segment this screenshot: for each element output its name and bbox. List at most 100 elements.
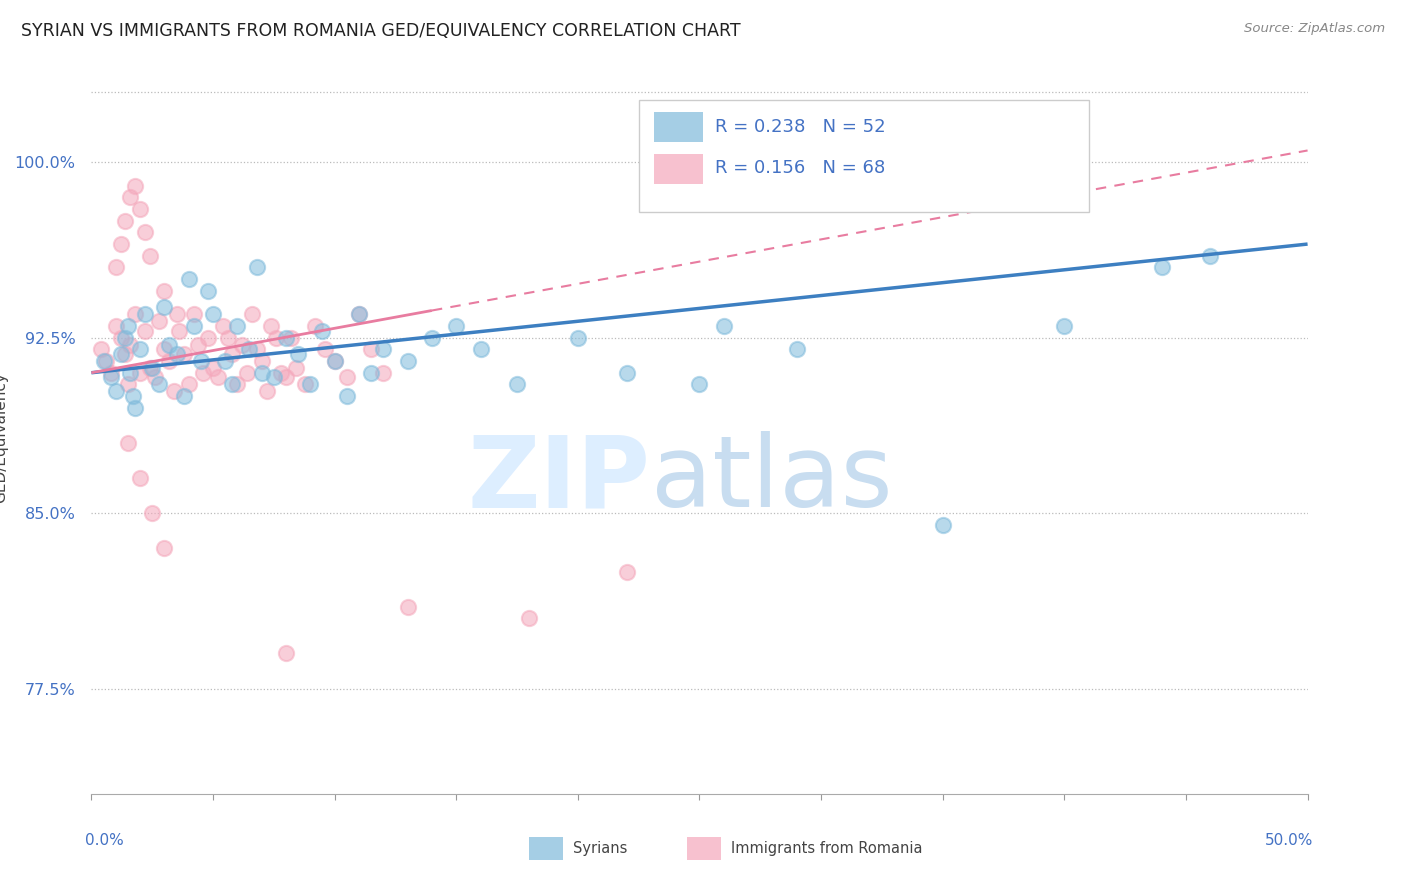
Point	[166, 347, 188, 361]
Point	[1199, 249, 1222, 263]
Point	[153, 300, 176, 314]
Point	[153, 541, 176, 556]
Point	[139, 249, 162, 263]
Point	[190, 354, 212, 368]
Point	[396, 599, 419, 614]
Point	[246, 260, 269, 275]
Point	[148, 377, 170, 392]
Point	[148, 314, 170, 328]
Point	[444, 318, 467, 333]
Point	[173, 347, 195, 361]
Point	[120, 366, 142, 380]
Point	[238, 343, 260, 357]
Point	[517, 611, 540, 625]
Text: 0.0%: 0.0%	[86, 833, 124, 848]
Point	[506, 377, 529, 392]
Point	[157, 354, 180, 368]
Point	[786, 343, 808, 357]
Point	[153, 284, 176, 298]
Text: R = 0.238   N = 52: R = 0.238 N = 52	[716, 118, 886, 136]
Point	[110, 347, 132, 361]
Point	[163, 384, 186, 399]
FancyBboxPatch shape	[654, 112, 703, 143]
Point	[323, 354, 346, 368]
Point	[177, 377, 200, 392]
FancyBboxPatch shape	[688, 838, 721, 860]
Point	[274, 331, 297, 345]
Point	[616, 366, 638, 380]
Point	[129, 366, 152, 380]
Point	[134, 307, 156, 321]
Point	[207, 370, 229, 384]
Point	[120, 337, 142, 351]
Point	[100, 366, 122, 380]
Text: Immigrants from Romania: Immigrants from Romania	[731, 841, 922, 856]
Point	[214, 354, 236, 368]
Point	[141, 506, 163, 520]
Point	[264, 331, 287, 345]
Text: 50.0%: 50.0%	[1265, 833, 1313, 848]
Point	[183, 307, 205, 321]
Point	[1053, 318, 1076, 333]
Point	[280, 331, 302, 345]
Text: Source: ZipAtlas.com: Source: ZipAtlas.com	[1244, 22, 1385, 36]
Point	[104, 260, 127, 275]
Point	[256, 384, 278, 399]
Point	[114, 213, 136, 227]
Point	[104, 384, 127, 399]
Point	[931, 517, 953, 532]
Point	[713, 318, 735, 333]
Point	[211, 318, 233, 333]
Point	[221, 377, 243, 392]
Point	[139, 361, 162, 376]
Point	[197, 284, 219, 298]
Point	[246, 343, 269, 357]
Point	[202, 361, 225, 376]
Point	[396, 354, 419, 368]
Point	[121, 389, 143, 403]
Point	[173, 389, 195, 403]
Point	[270, 366, 292, 380]
Point	[373, 343, 395, 357]
Point	[129, 343, 152, 357]
Point	[314, 343, 336, 357]
Point	[250, 366, 273, 380]
Point	[311, 324, 333, 338]
Point	[177, 272, 200, 286]
Point	[240, 307, 263, 321]
Point	[100, 370, 122, 384]
Point	[117, 377, 139, 392]
Point	[90, 343, 112, 357]
Point	[117, 318, 139, 333]
Point	[114, 347, 136, 361]
Point	[183, 318, 205, 333]
Point	[1150, 260, 1173, 275]
Point	[187, 337, 209, 351]
Point	[688, 377, 710, 392]
Point	[274, 647, 297, 661]
Point	[336, 389, 359, 403]
Point	[157, 337, 180, 351]
Point	[124, 401, 146, 415]
Point	[250, 354, 273, 368]
Point	[274, 370, 297, 384]
Point	[129, 471, 152, 485]
Point	[567, 331, 589, 345]
Point	[124, 307, 146, 321]
Point	[93, 354, 115, 368]
Point	[167, 324, 190, 338]
Point	[360, 343, 382, 357]
Point	[124, 178, 146, 193]
Point	[420, 331, 443, 345]
Point	[226, 377, 249, 392]
Point	[110, 331, 132, 345]
Point	[94, 354, 117, 368]
Point	[360, 366, 382, 380]
Point	[236, 366, 259, 380]
Text: R = 0.156   N = 68: R = 0.156 N = 68	[716, 159, 886, 177]
FancyBboxPatch shape	[529, 838, 564, 860]
Point	[202, 307, 225, 321]
FancyBboxPatch shape	[638, 100, 1088, 212]
Point	[217, 331, 239, 345]
Point	[141, 361, 163, 376]
